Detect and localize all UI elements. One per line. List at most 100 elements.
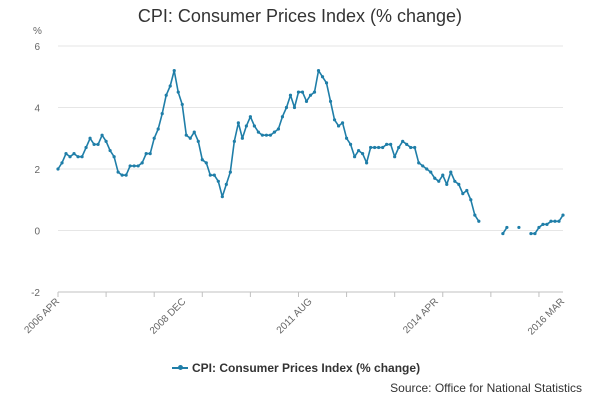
x-tick-label: 2016 MAR (526, 296, 567, 337)
data-point (56, 167, 60, 171)
axis-layer: -2 0 2 4 6% 2006 APR 2008 DEC 2011 AUG 2014 APR 2… (22, 26, 567, 338)
chart-title: CPI: Consumer Prices Index (% change) (137, 6, 463, 26)
data-point (356, 148, 361, 153)
data-point (84, 145, 88, 150)
data-point (324, 81, 329, 85)
data-point (505, 225, 509, 230)
data-point (140, 161, 144, 165)
data-point (268, 133, 273, 137)
data-point (200, 158, 204, 162)
data-point (529, 231, 533, 236)
y-tick-label: -2 (31, 288, 40, 299)
data-point (537, 225, 541, 230)
data-point (348, 142, 353, 146)
data-point (120, 173, 124, 177)
legend[interactable]: CPI: Consumer Prices Index (% change) (172, 361, 420, 375)
data-point (176, 90, 180, 94)
data-point (184, 133, 188, 137)
data-point (393, 155, 397, 159)
data-point (389, 142, 393, 146)
data-point (64, 152, 68, 156)
data-point (288, 93, 293, 97)
x-tick-label: 2014 APR (401, 296, 441, 336)
data-point (96, 142, 100, 146)
data-point (236, 121, 240, 125)
data-point (320, 75, 325, 79)
data-point (304, 99, 309, 103)
data-point (377, 145, 381, 150)
data-point (441, 173, 445, 177)
data-point (429, 170, 433, 174)
y-tick-label: 4 (34, 104, 40, 115)
data-point (220, 195, 224, 199)
data-point (469, 198, 473, 202)
data-point (553, 219, 557, 223)
data-point (449, 170, 453, 174)
data-point (373, 145, 377, 150)
data-point (557, 219, 561, 223)
data-point (152, 136, 156, 140)
data-point (549, 219, 553, 223)
data-point (401, 139, 405, 143)
data-point (477, 219, 481, 223)
data-point (208, 173, 212, 177)
data-point (196, 139, 200, 143)
data-point (316, 69, 321, 73)
legend-label: CPI: Consumer Prices Index (% change) (192, 361, 421, 375)
data-point (501, 231, 505, 236)
data-point (533, 231, 537, 236)
data-point (332, 118, 337, 122)
data-point (344, 136, 349, 140)
data-point (312, 90, 317, 94)
data-point (164, 93, 168, 97)
data-point (336, 124, 341, 128)
data-point (112, 155, 116, 159)
data-point (76, 155, 80, 159)
data-point (280, 115, 285, 119)
data-point (132, 164, 136, 168)
data-point (465, 188, 469, 193)
x-tick-label: 2006 APR (22, 296, 62, 336)
data-point (192, 130, 196, 134)
data-point (148, 152, 152, 156)
y-tick-label: 0 (34, 227, 40, 238)
data-point (232, 139, 236, 143)
data-point (397, 145, 401, 150)
data-point (216, 179, 220, 183)
data-point (417, 161, 421, 165)
data-point (421, 164, 425, 168)
data-point (284, 105, 289, 110)
grid-layer (58, 45, 563, 293)
data-point (292, 105, 297, 110)
y-tick-label: 6 (34, 42, 40, 53)
data-point (365, 161, 369, 165)
data-point (240, 136, 244, 140)
data-point (296, 90, 301, 94)
data-point (276, 127, 281, 131)
data-point (461, 192, 465, 196)
legend-line-icon (172, 365, 188, 370)
data-point (369, 145, 373, 150)
data-point (381, 145, 385, 150)
data-point (80, 155, 84, 159)
data-point (413, 145, 417, 150)
y-axis-unit-label: % (33, 26, 42, 37)
x-tick-label: 2008 DEC (148, 296, 188, 336)
data-point (88, 136, 92, 140)
y-tick-label: 2 (34, 165, 40, 176)
data-point (541, 222, 545, 226)
data-point (445, 182, 449, 186)
data-point (437, 179, 441, 183)
data-point (172, 69, 176, 73)
data-point (300, 90, 305, 94)
data-point (72, 152, 76, 156)
data-point (260, 133, 265, 137)
data-point (212, 173, 216, 177)
x-tick-label: 2011 AUG (275, 296, 315, 336)
data-point (156, 127, 160, 131)
source-note: Source: Office for National Statistics (390, 381, 582, 395)
data-point (252, 124, 256, 128)
data-point (361, 152, 365, 156)
data-point (224, 182, 228, 186)
data-point (405, 142, 409, 146)
